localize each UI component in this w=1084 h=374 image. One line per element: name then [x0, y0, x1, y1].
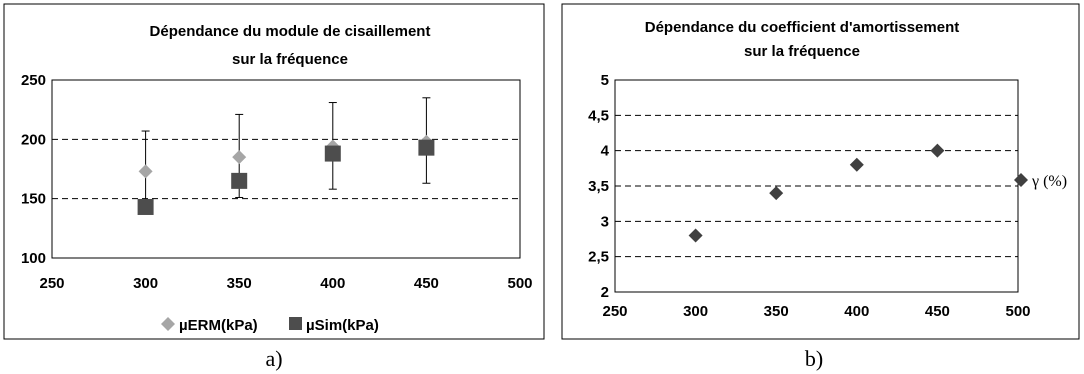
chart-a-marks — [137, 97, 435, 215]
chartB-y-tick-label: 2 — [601, 284, 609, 301]
chart-b-legend: γ (%) — [1014, 173, 1067, 190]
chartB-x-tick-label: 250 — [602, 303, 627, 320]
legend-gamma-label: γ (%) — [1031, 173, 1067, 190]
chartB-x-tick-label: 400 — [844, 303, 869, 320]
chart-a-legend: µERM(kPa) µSim(kPa) — [161, 317, 379, 334]
chartA-y-tick-label: 200 — [21, 131, 46, 148]
chartA-x-tick-label: 300 — [133, 275, 158, 292]
chartA-x-tick-label: 250 — [39, 275, 64, 292]
chartB-y-tick-label: 4,5 — [588, 107, 609, 124]
chartA-x-tick-label: 500 — [507, 275, 532, 292]
chartA-data-point — [138, 164, 153, 179]
chartA-y-tick-label: 150 — [21, 191, 46, 208]
chart-b-gridlines — [615, 79, 1018, 258]
chartB-data-point — [930, 143, 945, 158]
caption-a: a) — [265, 346, 282, 371]
chartB-x-tick-label: 500 — [1005, 303, 1030, 320]
chartB-data-point — [769, 186, 784, 201]
chartA-data-point — [232, 150, 247, 165]
chartB-y-tick-label: 2,5 — [588, 249, 609, 266]
chart-a-title-line-2: sur la fréquence — [232, 51, 348, 68]
chartA-y-tick-label: 250 — [21, 72, 46, 89]
chart-b: Dépendance du coefficient d'amortissemen… — [561, 3, 1080, 371]
chart-a-x-ticks: 250 300 350 400 450 500 — [39, 275, 532, 292]
chartA-x-tick-label: 400 — [320, 275, 345, 292]
chartA-data-point — [418, 139, 435, 156]
chart-b-frame — [561, 3, 1080, 340]
chart-a-title-line-1: Dépendance du module de cisaillement — [150, 23, 431, 40]
chartB-y-tick-label: 3,5 — [588, 178, 609, 195]
chart-a-plot-area — [51, 79, 521, 259]
chart-b-title-line-2: sur la fréquence — [744, 43, 860, 60]
chart-a: Dépendance du module de cisaillement sur… — [3, 3, 545, 371]
chartB-x-tick-label: 300 — [683, 303, 708, 320]
chartB-x-tick-label: 450 — [925, 303, 950, 320]
chart-b-marks — [688, 143, 945, 243]
chartB-y-tick-label: 5 — [601, 72, 609, 89]
chartB-data-point — [688, 228, 703, 243]
chart-b-title-line-1: Dépendance du coefficient d'amortissemen… — [645, 19, 959, 36]
legend-erm-marker — [161, 317, 175, 331]
chartA-x-tick-label: 450 — [414, 275, 439, 292]
chartA-data-point — [324, 145, 341, 162]
chartB-data-point — [849, 157, 864, 172]
legend-gamma-marker — [1014, 173, 1028, 187]
chartA-y-tick-label: 100 — [21, 250, 46, 267]
chartA-data-point — [137, 198, 154, 215]
legend-erm-label: µERM(kPa) — [179, 317, 258, 334]
chartA-x-tick-label: 350 — [227, 275, 252, 292]
caption-b: b) — [805, 346, 823, 371]
chartA-data-point — [231, 172, 248, 189]
chartB-y-tick-label: 3 — [601, 213, 609, 230]
chartB-y-tick-label: 4 — [601, 143, 610, 160]
chart-b-y-ticks: 2 2,5 3 3,5 4 4,5 5 — [588, 72, 610, 301]
chart-a-y-ticks: 100 150 200 250 — [21, 72, 46, 267]
legend-sim-label: µSim(kPa) — [306, 317, 379, 334]
chart-a-gridlines — [52, 138, 520, 200]
chart-b-x-ticks: 250 300 350 400 450 500 — [602, 303, 1030, 320]
chartB-x-tick-label: 350 — [764, 303, 789, 320]
chart-a-frame — [3, 3, 545, 340]
legend-sim-marker — [289, 317, 302, 330]
